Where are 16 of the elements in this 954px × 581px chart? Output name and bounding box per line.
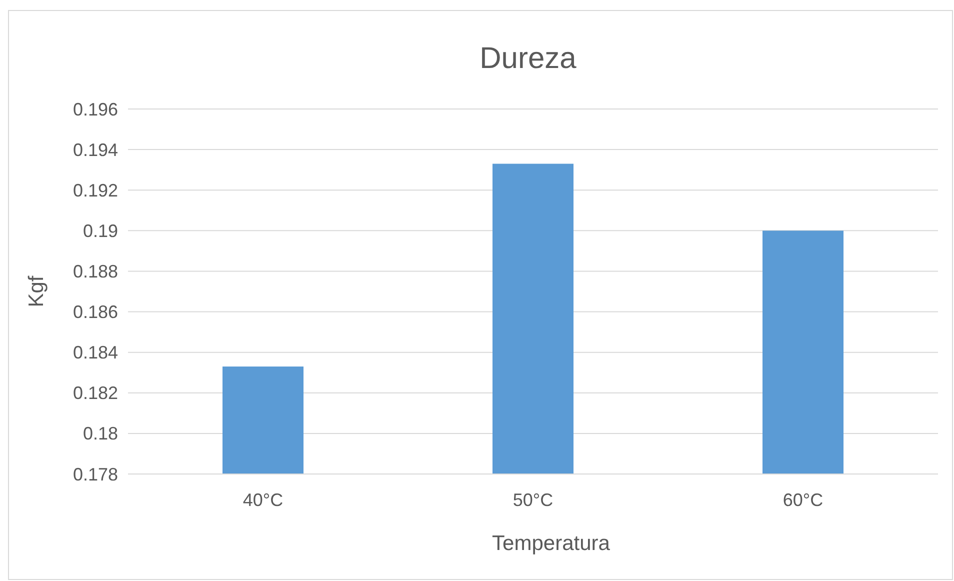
y-tick-label: 0.186 [72,302,118,322]
y-tick-label: 0.184 [72,342,118,363]
y-tick-label: 0.18 [82,424,118,444]
y-tick-label: 0.196 [72,99,118,120]
x-tick-label: 40°C [242,490,284,510]
y-tick-label: 0.182 [72,383,118,404]
y-tick-label: 0.192 [72,180,118,200]
y-axis-title: Kgf [25,276,48,308]
chart-title: Dureza [480,42,577,75]
y-tick-label: 0.188 [72,262,118,282]
x-tick-label: 60°C [782,490,824,510]
x-tick-label: 50°C [512,490,554,510]
x-axis-title: Temperatura [492,532,610,555]
y-tick-label: 0.19 [82,220,118,241]
y-tick-label: 0.194 [72,140,118,160]
y-tick-label: 0.178 [72,464,118,484]
